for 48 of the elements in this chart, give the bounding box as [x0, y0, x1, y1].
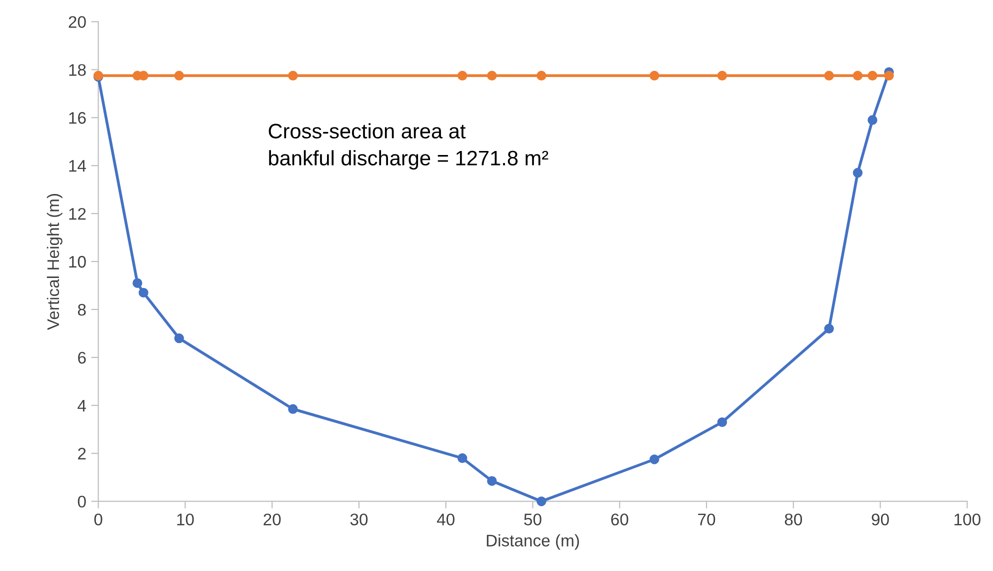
x-tick-label: 10 [177, 514, 194, 526]
point [536, 496, 546, 506]
point [824, 70, 834, 81]
point [174, 70, 184, 81]
y-tick-label: 10 [69, 256, 86, 268]
y-tick-label: 16 [69, 112, 86, 124]
point [717, 417, 728, 428]
y-tick-label: 20 [68, 16, 86, 28]
point [717, 70, 728, 81]
y-tick-label: 6 [78, 352, 86, 364]
annotation: Cross-section area at bankful discharge = 1271.8 m² [268, 123, 548, 170]
point [458, 453, 468, 464]
point [536, 70, 546, 81]
point [288, 404, 298, 414]
point [824, 324, 834, 334]
y-tick-label: 2 [78, 448, 86, 460]
point [132, 278, 142, 288]
x-tick-label: 40 [436, 514, 454, 526]
x-tick-label: 100 [954, 514, 980, 526]
x-tick-label: 70 [698, 514, 716, 526]
x-tick-label: 80 [784, 514, 802, 526]
x-tick-label: 50 [524, 514, 542, 526]
x-tick-label: 90 [872, 514, 889, 526]
point [852, 70, 863, 81]
y-axis-title: Vertical Height (m) [46, 194, 62, 330]
y-tick-label: 0 [78, 496, 86, 508]
x-axis-title: Distance (m) [486, 534, 579, 550]
point [138, 288, 148, 298]
y-tick-label: 8 [78, 304, 86, 316]
point [650, 70, 660, 81]
point [458, 70, 468, 81]
y-tick-label: 4 [78, 400, 86, 412]
point [868, 70, 878, 81]
point [288, 70, 298, 81]
y-tick-label: 18 [69, 64, 86, 76]
x-tick-label: 0 [94, 514, 102, 526]
x-tick-label: 20 [264, 514, 281, 526]
point [868, 115, 878, 125]
point [852, 168, 863, 178]
point [650, 454, 660, 464]
point [884, 70, 894, 81]
x-tick-label: 60 [611, 514, 628, 526]
y-tick-label: 12 [69, 208, 86, 220]
point [174, 333, 184, 344]
point [487, 476, 497, 486]
x-tick-label: 30 [350, 514, 368, 526]
point [487, 70, 497, 81]
y-tick-label: 14 [69, 160, 86, 172]
